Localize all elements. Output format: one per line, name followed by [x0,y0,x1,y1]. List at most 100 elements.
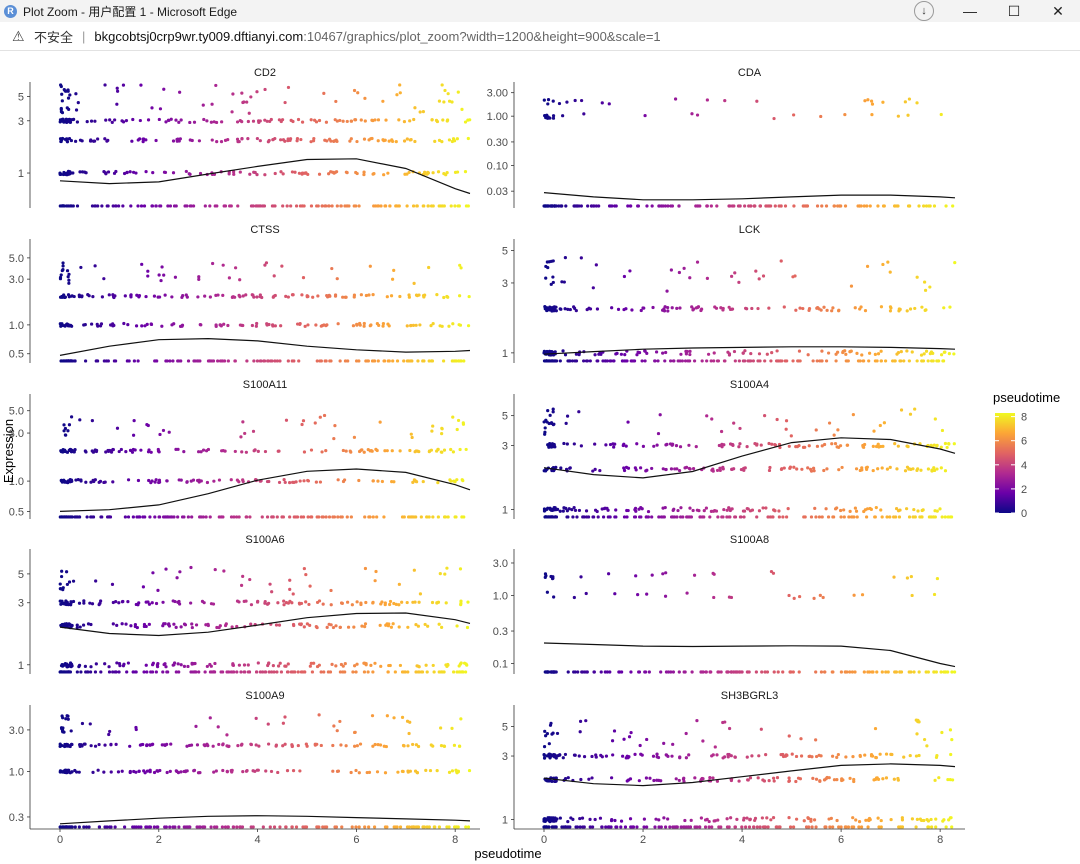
security-label[interactable]: 不安全 [34,29,74,45]
data-point [866,98,870,102]
data-point [939,670,943,674]
maximize-button[interactable]: ☐ [1007,2,1021,19]
data-point [546,506,550,510]
data-point [566,307,570,311]
data-point [553,350,557,354]
data-point [109,743,113,747]
data-point [312,661,316,665]
data-point [250,293,254,297]
data-point [719,429,724,434]
data-point [206,623,210,628]
data-point [720,442,724,446]
data-point [357,359,361,363]
data-point [787,444,791,448]
data-point [589,204,594,208]
url-host[interactable]: bkgcobtsj0crp9wr.ty009.dftianyi.com [94,28,304,44]
smooth-fit-line [543,763,956,787]
data-point [345,119,349,124]
data-point [463,670,468,674]
download-icon[interactable]: ↓ [914,1,934,21]
data-point [249,603,254,607]
data-point [385,714,389,718]
x-tick-label: 6 [838,834,844,846]
data-point [336,515,340,519]
data-point [331,515,335,519]
data-point [343,359,348,363]
minimize-button[interactable]: — [963,3,977,19]
data-point [922,352,926,356]
data-point [394,602,398,606]
data-point [414,622,418,627]
data-point [58,277,63,281]
data-point [767,779,771,783]
data-point [367,293,371,297]
data-point [818,779,822,783]
data-point [364,600,368,605]
data-point [343,204,347,208]
data-point [558,307,562,311]
data-point [459,359,463,363]
data-point [565,825,569,829]
url-path[interactable]: :10467/graphics/plot_zoom?width=1200&hei… [303,28,661,44]
data-point [397,603,401,607]
data-point [799,754,804,758]
data-point [625,359,629,363]
data-point [562,506,566,510]
data-point [163,170,168,175]
data-point [435,293,439,297]
data-point [150,106,154,110]
warning-icon[interactable]: ⚠ [12,28,25,44]
data-point [580,670,584,674]
data-point [769,359,773,363]
y-tick-label: 1.0 [9,476,24,488]
data-point [107,670,112,674]
data-point [430,429,434,433]
data-point [340,825,344,829]
data-point [416,624,420,628]
data-point [636,204,640,208]
data-point [676,359,680,363]
data-point [716,818,720,822]
data-point [181,294,185,298]
data-point [450,769,455,773]
data-point [845,443,850,447]
data-point [792,465,796,469]
data-point [221,293,225,297]
data-point [398,825,403,829]
data-point [722,359,727,363]
data-point [655,443,659,447]
data-point [781,754,786,759]
data-point [824,359,829,363]
data-point [82,601,86,605]
data-point [459,599,463,603]
data-point [346,359,350,363]
data-point [94,579,98,583]
data-point [367,770,372,774]
address-bar[interactable]: ⚠ 不安全 | bkgcobtsj0crp9wr.ty009.dftianyi.… [0,22,1080,51]
data-point [568,307,572,312]
data-point [631,359,635,363]
data-point [876,467,880,471]
data-point [659,670,663,674]
legend-title: pseudotime [993,390,1060,405]
data-point [946,515,950,519]
data-point [89,665,93,669]
data-point [555,359,559,363]
data-point [235,478,239,482]
data-point [678,756,682,760]
data-point [372,359,376,363]
smooth-fit-line [543,437,956,479]
data-point [390,449,394,453]
data-point [344,744,348,748]
data-point [813,506,817,510]
close-button[interactable]: ✕ [1052,2,1064,19]
data-point [688,349,692,353]
data-point [743,204,747,208]
data-point [341,664,345,668]
data-point [67,323,71,327]
data-point [646,509,651,514]
data-point [464,447,468,452]
data-point [881,100,885,104]
